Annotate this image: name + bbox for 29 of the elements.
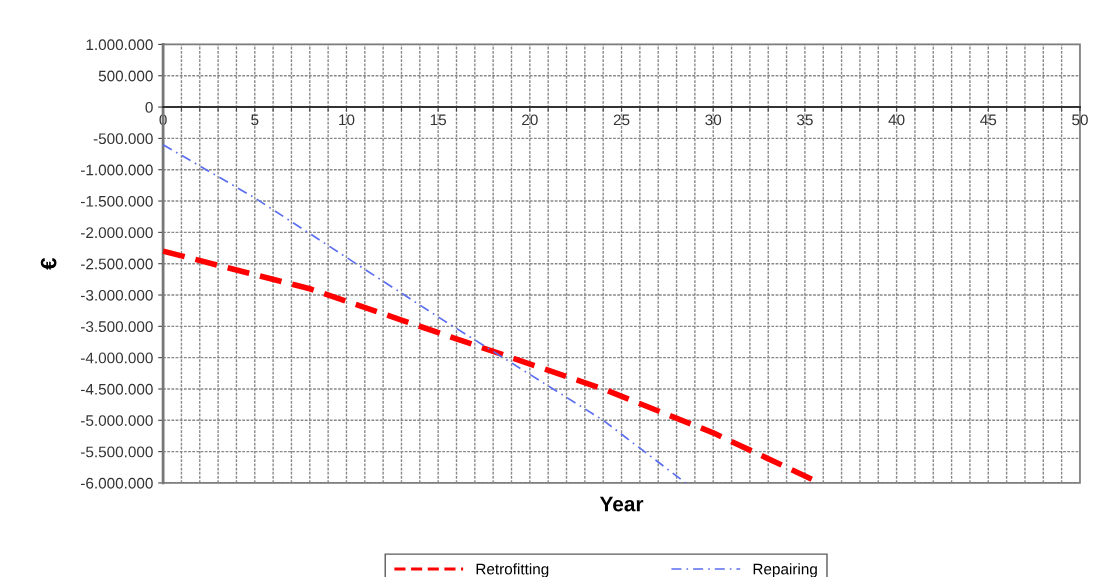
y-tick-label: -4.000.000 [81,352,153,364]
x-tick-label: 25 [613,114,630,126]
x-tick-label: 20 [522,114,538,126]
y-tick-label: 500.000 [98,70,153,82]
y-tick-label: -2.500.000 [81,258,153,270]
y-tick-label: -5.500.000 [81,446,153,458]
x-tick-label: 40 [888,114,905,126]
y-tick-label: 0 [145,101,153,113]
x-tick-label: 30 [705,114,722,126]
x-tick-label: 10 [339,114,355,126]
y-tick-label: -6.000.000 [81,477,153,489]
y-tick-label: -1.500.000 [81,195,153,207]
x-tick-label: 5 [251,114,259,126]
legend-label: Retrofitting [476,563,549,577]
x-tick-label: 35 [796,114,813,126]
y-tick-label: -2.000.000 [81,227,153,239]
y-tick-label: -3.000.000 [81,289,153,301]
y-tick-label: -3.500.000 [81,321,153,333]
y-axis-title: € [40,257,57,270]
x-tick-label: 45 [980,114,997,126]
line-series [162,143,687,484]
legend-label: Repairing [753,563,817,577]
y-tick-label: -500.000 [93,133,153,145]
x-axis-title: Year [599,496,644,512]
y-tick-label: -4.500.000 [81,383,153,395]
y-tick-label: 1.000.000 [86,39,153,51]
x-tick-label: 15 [430,114,447,126]
y-tick-label: -5.000.000 [81,415,153,426]
y-tick-label: -1.000.000 [81,164,153,176]
